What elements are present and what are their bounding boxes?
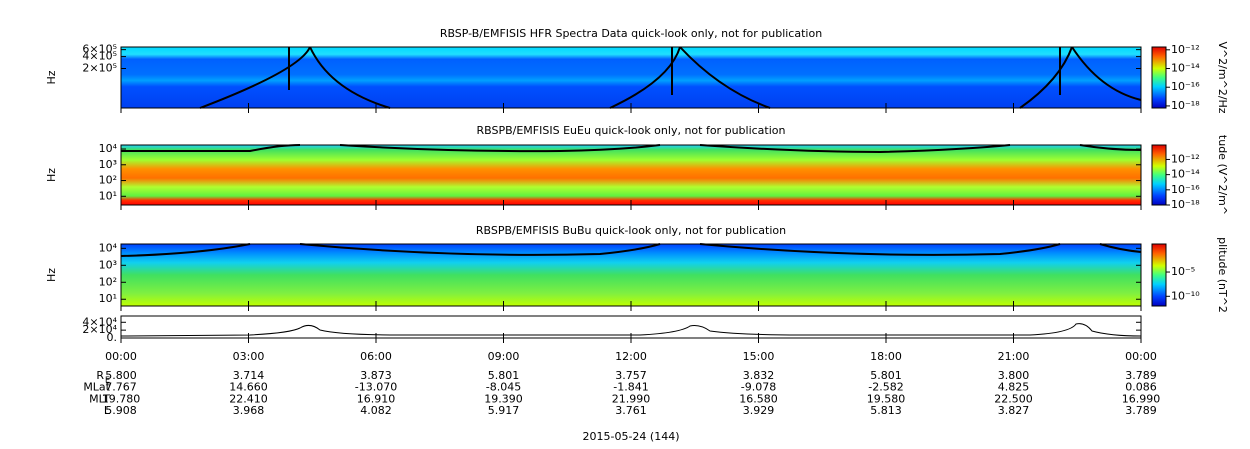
ephemeris-value: 3.714 bbox=[233, 369, 265, 382]
panel-bg bbox=[121, 316, 1141, 338]
y-tick-label: 4×10⁴ bbox=[82, 315, 117, 328]
colorbar bbox=[1151, 144, 1167, 206]
colorbar-label: tude (V^2/m^ bbox=[1216, 135, 1229, 215]
ephemeris-label-sub: E bbox=[105, 376, 110, 385]
ephemeris-value: -13.070 bbox=[355, 381, 397, 394]
ephemeris-label-text: MLat bbox=[83, 381, 110, 394]
colorbar-tick-label: 10⁻¹⁰ bbox=[1171, 289, 1200, 302]
ephemeris-value: 3.757 bbox=[615, 369, 647, 382]
ephemeris-label: MLT bbox=[89, 392, 110, 405]
ephemeris-value: 22.410 bbox=[229, 392, 268, 405]
ephemeris-value: 4.082 bbox=[360, 404, 392, 417]
x-tick-label: 21:00 bbox=[998, 350, 1030, 363]
x-tick-label: 15:00 bbox=[743, 350, 775, 363]
colorbar-tick-label: 10⁻¹² bbox=[1171, 152, 1200, 165]
spectrogram bbox=[121, 145, 1141, 205]
ephemeris-value: 3.832 bbox=[743, 369, 775, 382]
x-tick-label: 00:00 bbox=[1125, 350, 1157, 363]
ephemeris-value: 3.873 bbox=[360, 369, 392, 382]
date-label: 2015-05-24 (144) bbox=[582, 430, 679, 443]
y-tick-label: 10¹ bbox=[99, 189, 117, 202]
ephemeris-label: L bbox=[104, 404, 111, 417]
ephemeris-value: 3.761 bbox=[615, 404, 647, 417]
y-axis-label: Hz bbox=[45, 70, 58, 84]
x-tick-label: 12:00 bbox=[615, 350, 647, 363]
ephemeris-value: -1.841 bbox=[613, 381, 648, 394]
y-tick-label: 10² bbox=[99, 174, 117, 187]
cyclotron-curve bbox=[120, 243, 1142, 257]
spectrogram bbox=[121, 47, 1141, 108]
ephemeris-value: -9.078 bbox=[741, 381, 776, 394]
cyclotron-curve bbox=[199, 46, 1142, 109]
colorbar-tick-label: 10⁻¹² bbox=[1171, 43, 1200, 56]
colorbar-label: plitude (nT^2 bbox=[1216, 237, 1229, 313]
ephemeris-value: 16.580 bbox=[739, 392, 778, 405]
ephemeris-value: 3.800 bbox=[998, 369, 1030, 382]
y-tick-label: 4×10⁵ bbox=[82, 50, 117, 63]
ephemeris-value: 0.086 bbox=[1125, 381, 1157, 394]
colorbar bbox=[1151, 46, 1167, 109]
y-tick-label: 10⁴ bbox=[99, 241, 118, 254]
colorbar-tick-label: 10⁻¹⁸ bbox=[1171, 99, 1200, 112]
ephemeris-value: 3.789 bbox=[1125, 404, 1157, 417]
x-tick-label: 00:00 bbox=[105, 350, 137, 363]
x-tick-label: 18:00 bbox=[870, 350, 902, 363]
ephemeris-value: 4.825 bbox=[998, 381, 1030, 394]
ephemeris-value: 16.990 bbox=[1122, 392, 1161, 405]
ephemeris-value: 3.789 bbox=[1125, 369, 1157, 382]
y-tick-label: 0. bbox=[107, 331, 118, 344]
ephemeris-value: 7.767 bbox=[105, 381, 137, 394]
colorbar-tick-label: 10⁻¹⁶ bbox=[1171, 80, 1200, 93]
x-tick-label: 06:00 bbox=[360, 350, 392, 363]
panel-title: RBSP-B/EMFISIS HFR Spectra Data quick-lo… bbox=[440, 27, 822, 40]
ephemeris-value: 5.800 bbox=[105, 369, 137, 382]
panel-title: RBSPB/EMFISIS BuBu quick-look only, not … bbox=[476, 224, 786, 237]
colorbar-tick-label: 10⁻¹⁴ bbox=[1171, 62, 1200, 75]
ephemeris-value: 21.990 bbox=[612, 392, 651, 405]
y-tick-label: 10³ bbox=[99, 258, 117, 271]
ephemeris-value: 3.827 bbox=[998, 404, 1030, 417]
ephemeris-value: 19.390 bbox=[484, 392, 523, 405]
cyclotron-curve bbox=[121, 144, 1142, 154]
ephemeris-value: -2.582 bbox=[868, 381, 903, 394]
y-tick-label: 10⁴ bbox=[99, 142, 118, 155]
y-tick-label: 10² bbox=[99, 275, 117, 288]
colorbar-tick-label: 10⁻¹⁶ bbox=[1171, 183, 1200, 196]
ephemeris-value: 22.500 bbox=[994, 392, 1033, 405]
y-axis-label: Hz bbox=[45, 168, 58, 182]
ephemeris-value: 3.929 bbox=[743, 404, 775, 417]
ephemeris-label: MLat bbox=[83, 381, 110, 394]
ephemeris-value: 5.813 bbox=[870, 404, 902, 417]
colorbar-tick-label: 10⁻⁵ bbox=[1171, 265, 1195, 278]
ephemeris-value: -8.045 bbox=[486, 381, 521, 394]
y-tick-label: 10¹ bbox=[99, 292, 117, 305]
ephemeris-value: 5.801 bbox=[488, 369, 520, 382]
y-tick-label: 6×10⁵ bbox=[82, 43, 117, 56]
colorbar bbox=[1151, 243, 1167, 307]
ephemeris-value: 19.780 bbox=[102, 392, 141, 405]
x-tick-label: 09:00 bbox=[488, 350, 520, 363]
panel-title: RBSPB/EMFISIS EuEu quick-look only, not … bbox=[476, 124, 785, 137]
ephemeris-label: R bbox=[96, 369, 104, 382]
ephemeris-value: 16.910 bbox=[357, 392, 396, 405]
ephemeris-label-text: MLT bbox=[89, 392, 110, 405]
ephemeris-value: 5.801 bbox=[870, 369, 902, 382]
y-tick-label: 10³ bbox=[99, 158, 117, 171]
ephemeris-label-text: R bbox=[96, 369, 104, 382]
x-tick-label: 03:00 bbox=[233, 350, 265, 363]
ephemeris-label-text: L bbox=[104, 404, 111, 417]
ephemeris-value: 3.968 bbox=[233, 404, 265, 417]
ephemeris-value: 14.660 bbox=[229, 381, 268, 394]
trace-line bbox=[120, 323, 1142, 337]
y-tick-label: 2×10⁴ bbox=[82, 323, 117, 336]
ephemeris-value: 5.908 bbox=[105, 404, 137, 417]
colorbar-tick-label: 10⁻¹⁴ bbox=[1171, 168, 1200, 181]
colorbar-label: V^2/m^2/Hz bbox=[1216, 41, 1229, 113]
y-tick-label: 2×10⁵ bbox=[82, 61, 117, 74]
colorbar-tick-label: 10⁻¹⁸ bbox=[1171, 198, 1200, 211]
ephemeris-value: 5.917 bbox=[488, 404, 520, 417]
y-axis-label: Hz bbox=[45, 268, 58, 282]
ephemeris-value: 19.580 bbox=[867, 392, 906, 405]
